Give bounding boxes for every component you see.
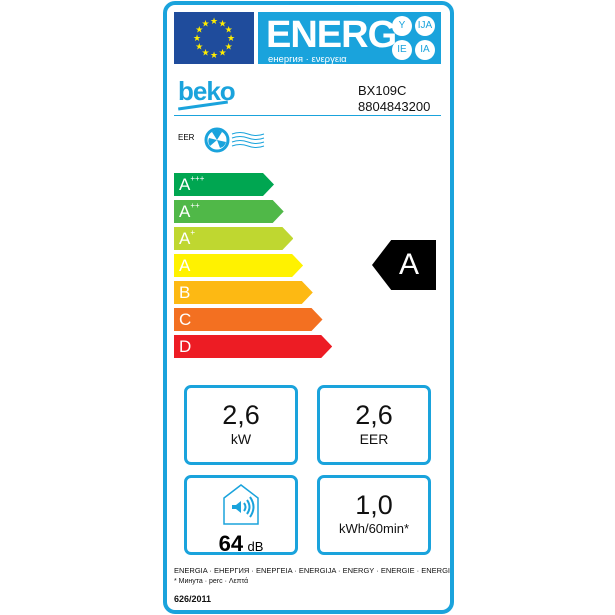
eer-value: 2,6 [355, 400, 393, 430]
noise-value: 64 [218, 531, 244, 556]
star-icon: ★ [193, 33, 201, 43]
star-icon: ★ [210, 16, 218, 26]
star-icon: ★ [195, 42, 203, 52]
regulation-number: 626/2011 [174, 594, 212, 604]
consumption-value: 1,0 [355, 490, 393, 520]
star-icon: ★ [201, 48, 209, 58]
efficiency-bar: D [174, 335, 333, 358]
efficiency-bar: B [174, 281, 313, 304]
label-border [163, 1, 454, 614]
eer-label: EER [178, 133, 195, 142]
star-icon: ★ [225, 42, 233, 52]
footer-minute-note: * Минута · perc · Λεπτά [174, 578, 249, 585]
power-box: 2,6 kW [184, 385, 298, 465]
efficiency-bar: C [174, 308, 323, 331]
energy-header: ENERG енергия · ενεργεια Y IJA IE IA [258, 12, 441, 65]
model-name: BX109C [358, 83, 407, 98]
star-icon: ★ [218, 48, 226, 58]
efficiency-bar: A [174, 254, 304, 277]
star-icon: ★ [210, 50, 218, 60]
cooling-fan-icon [204, 127, 265, 153]
efficiency-bar: A++ [174, 200, 284, 223]
eer-unit: EER [359, 431, 389, 447]
noise-unit: dB [247, 539, 264, 554]
consumption-box: 1,0 kWh/60min* [317, 475, 431, 555]
star-icon: ★ [201, 18, 209, 28]
lang-circle: IA [415, 40, 435, 60]
efficiency-bar: A+ [174, 227, 294, 250]
energ-title: ENERG [266, 14, 397, 56]
lang-circle: IE [392, 40, 412, 60]
star-icon: ★ [218, 18, 226, 28]
noise-box: 64 dB [184, 475, 298, 556]
eu-flag: ★ ★ ★ ★ ★ ★ ★ ★ ★ ★ ★ ★ [174, 12, 254, 64]
efficiency-bar: A+++ [174, 173, 274, 196]
star-icon: ★ [225, 25, 233, 35]
power-unit: kW [230, 431, 252, 447]
sound-house-icon [223, 484, 259, 525]
eer-box: 2,6 EER [317, 385, 431, 465]
divider [174, 115, 441, 116]
lang-circle: Y [392, 16, 412, 36]
lang-circle: IJA [415, 16, 435, 36]
consumption-unit: kWh/60min* [338, 521, 410, 536]
energ-subtitle: енергия · ενεργεια [268, 54, 347, 65]
model-code: 8804843200 [358, 99, 431, 114]
power-value: 2,6 [222, 400, 260, 430]
star-icon: ★ [227, 33, 235, 43]
footer-energy-languages: ENERGIA · ЕНЕРГИЯ · ΕΝΕΡΓΕΙΑ · ENERGIJA … [174, 566, 450, 575]
star-icon: ★ [195, 25, 203, 35]
